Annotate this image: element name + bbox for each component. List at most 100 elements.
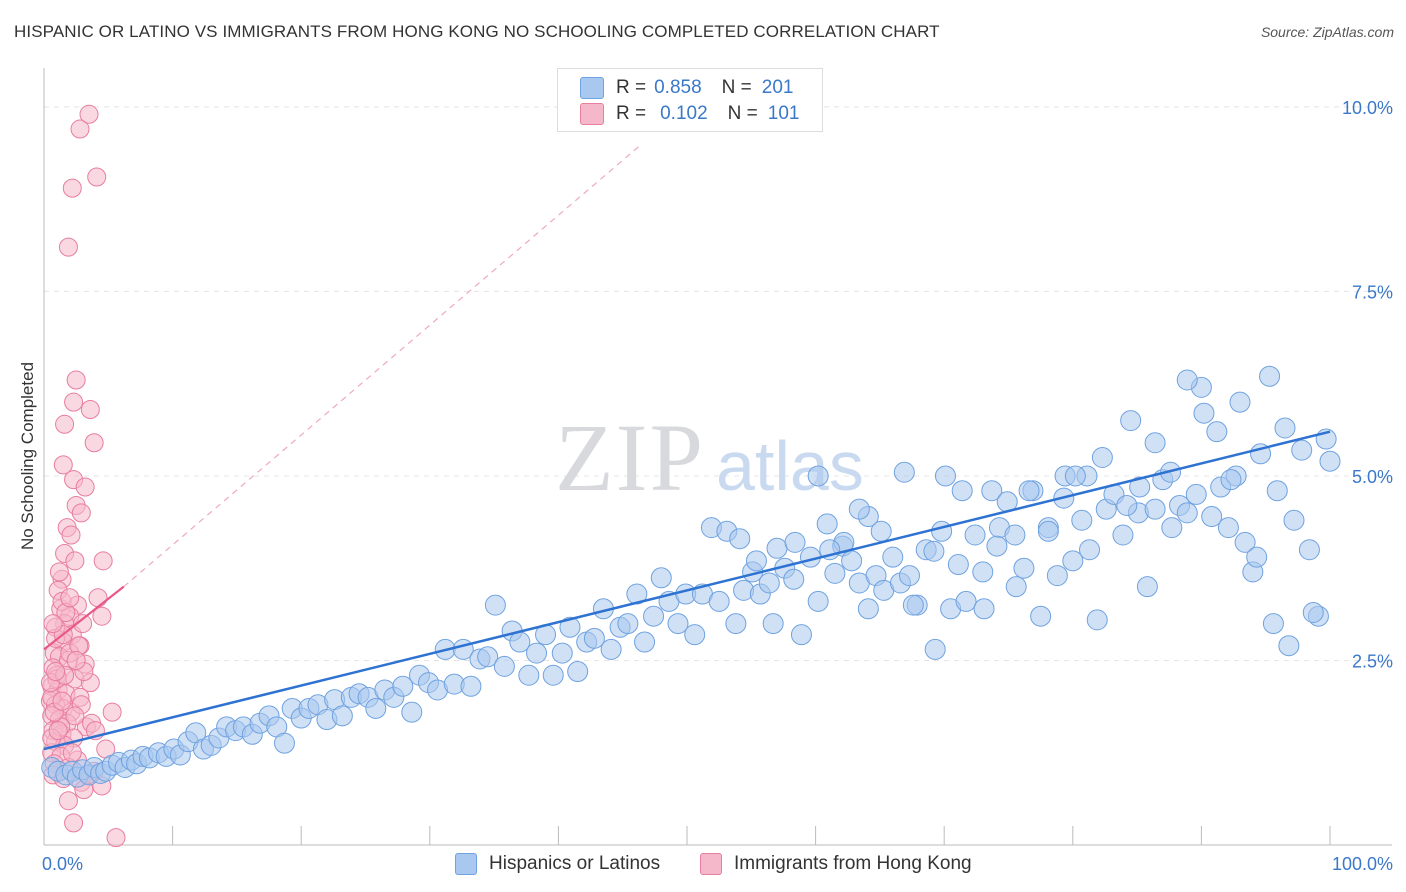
x-tick-label: 0.0% bbox=[42, 854, 83, 874]
legend-swatch-hong-kong bbox=[580, 103, 604, 125]
data-point-hispanic bbox=[684, 624, 706, 646]
data-point-hong-kong bbox=[65, 706, 85, 726]
data-point-hispanic bbox=[784, 531, 806, 553]
correlation-legend: R = 0.858 N = 201 R = 0.102 N = 101 bbox=[557, 68, 823, 132]
data-point-hong-kong bbox=[71, 503, 91, 523]
axes bbox=[43, 68, 1392, 846]
data-point-hispanic bbox=[725, 613, 747, 635]
data-point-hispanic bbox=[392, 675, 414, 697]
data-point-hispanic bbox=[848, 498, 870, 520]
data-point-hong-kong bbox=[73, 614, 93, 634]
data-point-hispanic bbox=[1064, 465, 1086, 487]
data-point-hong-kong bbox=[58, 237, 78, 257]
data-point-hispanic bbox=[766, 537, 788, 559]
data-point-hispanic bbox=[567, 661, 589, 683]
data-point-hispanic bbox=[1201, 506, 1223, 528]
legend-row-hispanic: R = 0.858 N = 201 bbox=[580, 75, 793, 101]
data-point-hong-kong bbox=[60, 588, 80, 608]
data-point-hispanic bbox=[551, 642, 573, 664]
data-point-hispanic bbox=[924, 638, 946, 660]
data-point-hong-kong bbox=[106, 828, 126, 848]
watermark-zip: ZIP bbox=[555, 404, 705, 511]
data-point-hispanic bbox=[365, 697, 387, 719]
hong-kong-points bbox=[40, 104, 126, 848]
data-point-hispanic bbox=[1037, 520, 1059, 542]
data-point-hong-kong bbox=[55, 414, 75, 434]
data-point-hispanic bbox=[1234, 531, 1256, 553]
data-point-hispanic bbox=[972, 561, 994, 583]
data-point-hispanic bbox=[634, 631, 656, 653]
data-point-hong-kong bbox=[75, 477, 95, 497]
bottom-legend-hispanic: Hispanics or Latinos bbox=[455, 852, 660, 876]
data-point-hispanic bbox=[1091, 447, 1113, 468]
legend-r-value: 0.102 bbox=[660, 103, 708, 124]
data-point-hong-kong bbox=[66, 650, 86, 670]
trend-line-hispanic bbox=[43, 430, 1331, 751]
data-point-hispanic bbox=[1319, 450, 1341, 472]
data-point-hispanic bbox=[643, 605, 665, 627]
data-point-hispanic bbox=[542, 664, 564, 686]
chart-title: HISPANIC OR LATINO VS IMMIGRANTS FROM HO… bbox=[14, 22, 940, 41]
data-point-hispanic bbox=[401, 701, 423, 723]
data-point-hispanic bbox=[626, 583, 648, 605]
data-point-hong-kong bbox=[93, 551, 113, 571]
data-point-hong-kong bbox=[48, 721, 68, 741]
legend-n-label: N = bbox=[721, 77, 752, 98]
data-point-hong-kong bbox=[70, 119, 90, 139]
data-point-hispanic bbox=[934, 465, 956, 487]
data-point-hispanic bbox=[824, 562, 846, 584]
data-point-hong-kong bbox=[62, 178, 82, 198]
data-point-hong-kong bbox=[88, 588, 108, 608]
data-point-hong-kong bbox=[64, 813, 84, 833]
data-point-hispanic bbox=[1176, 369, 1198, 391]
data-point-hispanic bbox=[902, 594, 924, 616]
data-point-hispanic bbox=[790, 624, 812, 646]
y-tick-label: 5.0% bbox=[1352, 467, 1393, 487]
data-point-hispanic bbox=[1030, 605, 1052, 627]
data-point-hispanic bbox=[559, 616, 581, 638]
y-tick-label: 2.5% bbox=[1352, 651, 1393, 671]
data-point-hispanic bbox=[1079, 539, 1101, 561]
data-point-hispanic bbox=[931, 520, 953, 542]
data-point-hispanic bbox=[973, 598, 995, 620]
watermark: ZIP atlas bbox=[555, 404, 864, 511]
data-point-hong-kong bbox=[80, 400, 100, 420]
legend-n-value: 201 bbox=[761, 77, 794, 98]
y-tick-label: 10.0% bbox=[1342, 98, 1393, 118]
data-point-hispanic bbox=[1116, 494, 1138, 516]
data-point-hispanic bbox=[1144, 498, 1166, 520]
data-point-hong-kong bbox=[52, 691, 72, 711]
data-point-hispanic bbox=[1136, 576, 1158, 598]
data-point-hispanic bbox=[947, 554, 969, 576]
legend-row-hong-kong: R = 0.102 N = 101 bbox=[580, 101, 799, 127]
y-tick-label: 7.5% bbox=[1352, 282, 1393, 302]
data-point-hispanic bbox=[650, 567, 672, 589]
data-point-hispanic bbox=[1291, 439, 1313, 461]
legend-r-value: 0.858 bbox=[654, 77, 702, 98]
data-point-hispanic bbox=[898, 565, 920, 587]
data-point-hispanic bbox=[493, 655, 515, 677]
data-point-hong-kong bbox=[92, 606, 112, 626]
data-point-hispanic bbox=[600, 638, 622, 660]
data-point-hong-kong bbox=[66, 370, 86, 390]
data-point-hispanic bbox=[1259, 365, 1281, 387]
data-point-hispanic bbox=[1004, 524, 1026, 546]
data-point-hispanic bbox=[951, 480, 973, 502]
data-point-hispanic bbox=[1206, 421, 1228, 443]
data-point-hispanic bbox=[526, 642, 548, 664]
data-point-hispanic bbox=[1013, 557, 1035, 579]
data-point-hispanic bbox=[583, 627, 605, 649]
data-point-hispanic bbox=[1278, 635, 1300, 657]
data-point-hispanic bbox=[955, 590, 977, 612]
data-point-hispanic bbox=[1144, 432, 1166, 454]
data-point-hispanic bbox=[1283, 509, 1305, 531]
data-point-hispanic bbox=[1005, 576, 1027, 598]
trend-line-hong-kong bbox=[43, 585, 125, 651]
data-point-hispanic bbox=[981, 480, 1003, 502]
source-label: Source: ZipAtlas.com bbox=[1260, 24, 1394, 40]
data-point-hong-kong bbox=[62, 743, 82, 763]
data-point-hong-kong bbox=[49, 562, 69, 582]
data-point-hispanic bbox=[841, 550, 863, 572]
data-point-hispanic bbox=[758, 572, 780, 594]
data-point-hispanic bbox=[1262, 613, 1284, 635]
